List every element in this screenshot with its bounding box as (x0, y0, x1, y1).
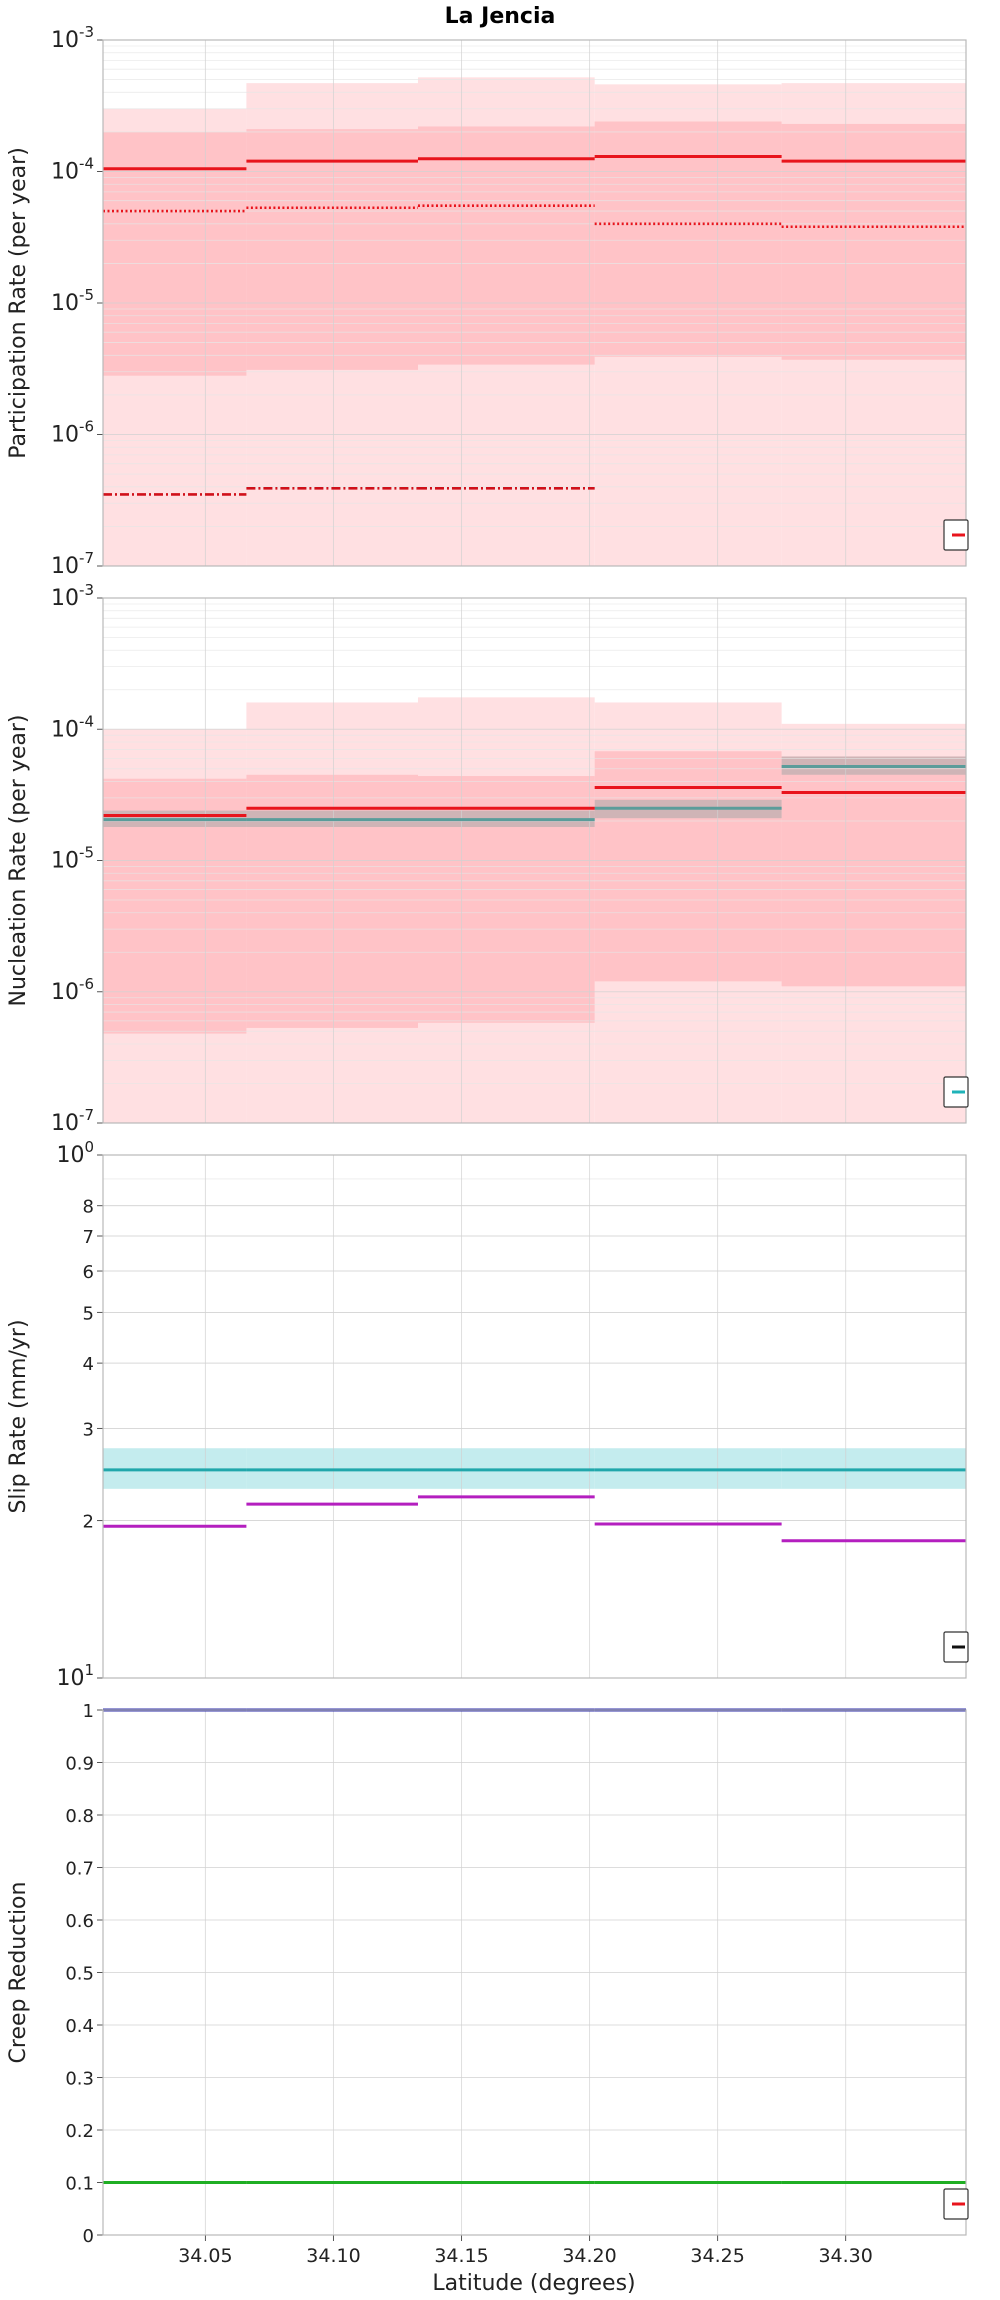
y-axis-label: Nucleation Rate (per year) (6, 715, 31, 1007)
uncertainty-band-2-segment-5 (781, 756, 966, 987)
y-tick-label: 10-5 (51, 844, 94, 874)
y-tick-exponent: -5 (79, 844, 94, 862)
figure-title: La Jencia (445, 4, 556, 29)
y-tick-label: 8 (83, 1197, 94, 1218)
y-tick-label: 1 (83, 1701, 94, 1722)
y-tick-label: 10-3 (51, 23, 94, 53)
x-tick-label: 34.20 (562, 2245, 616, 2267)
x-axis-label: Latitude (degrees) (432, 2271, 635, 2296)
uncertainty-band-2-segment-4 (594, 121, 782, 357)
y-tick-base: 10 (51, 980, 79, 1005)
y-tick-base: 10 (51, 160, 79, 185)
y-tick-label: 6 (83, 1262, 94, 1283)
chart-panel-4: 0 0.1 0.2 0.3 0.4 0.5 0.6 0.7 0.8 0.9 1 34.05 34.10 3… (6, 1701, 969, 2267)
plot-frame (102, 1709, 967, 2236)
y-tick-exponent: -6 (79, 975, 94, 993)
y-tick-base: 10 (51, 291, 79, 316)
y-tick-exponent: -3 (79, 581, 94, 599)
y-tick-label: 10-6 (51, 975, 94, 1005)
uncertainty-band-2-segment-2 (246, 129, 418, 370)
y-tick-base: 10 (51, 423, 79, 448)
x-tick-label: 34.05 (178, 2245, 232, 2267)
y-tick-label: 0.2 (65, 2121, 94, 2142)
y-tick-label: 3 (83, 1419, 94, 1440)
x-tick-label: 34.30 (818, 2245, 872, 2267)
y-tick-label: 10-4 (51, 712, 94, 742)
y-tick-exponent: 1 (84, 1661, 94, 1679)
y-tick-base: 10 (51, 586, 79, 611)
y-tick-label: 101 (56, 1661, 94, 1691)
y-axis-label: Participation Rate (per year) (6, 147, 31, 459)
y-tick-label: 0 (83, 2226, 94, 2247)
y-tick-label: 2 (83, 1512, 94, 1533)
y-tick-base: 10 (51, 28, 79, 53)
y-tick-base: 10 (51, 717, 79, 742)
plot-frame (102, 1154, 967, 1679)
y-tick-base: 10 (56, 1666, 84, 1691)
y-tick-exponent: 0 (84, 1138, 94, 1156)
y-tick-base: 10 (51, 554, 79, 579)
y-tick-exponent: -3 (79, 23, 94, 41)
y-tick-label: 0.6 (65, 1911, 94, 1932)
y-tick-exponent: -5 (79, 286, 94, 304)
y-axis-label: Creep Reduction (6, 1882, 31, 2064)
y-tick-exponent: -6 (79, 418, 94, 436)
y-tick-label: 0.4 (65, 2016, 94, 2037)
y-tick-label: 100 (56, 1138, 94, 1168)
plot-frame (102, 39, 967, 567)
x-tick-label: 34.10 (306, 2245, 360, 2267)
y-tick-label: 0.8 (65, 1806, 94, 1827)
plot-frame (102, 597, 967, 1124)
y-tick-base: 10 (51, 849, 79, 874)
y-tick-label: 0.3 (65, 2069, 94, 2090)
y-tick-label: 10-3 (51, 581, 94, 611)
uncertainty-band-2-segment-5 (781, 123, 966, 360)
y-tick-label: 7 (83, 1227, 94, 1248)
y-tick-label: 5 (83, 1303, 94, 1324)
y-tick-label: 10-4 (51, 155, 94, 185)
y-tick-exponent: -7 (79, 1106, 94, 1124)
y-tick-exponent: -4 (79, 155, 94, 173)
y-tick-label: 0.5 (65, 1964, 94, 1985)
y-tick-label: 10-7 (51, 549, 94, 579)
y-tick-label: 4 (83, 1354, 94, 1375)
x-tick-label: 34.25 (690, 2245, 744, 2267)
uncertainty-band-2-segment-1 (103, 131, 247, 376)
y-tick-exponent: -7 (79, 549, 94, 567)
y-tick-label: 0.9 (65, 1754, 94, 1775)
y-tick-base: 10 (51, 1111, 79, 1136)
y-tick-exponent: -4 (79, 712, 94, 730)
x-tick-label: 34.15 (434, 2245, 488, 2267)
y-tick-label: 0.7 (65, 1859, 94, 1880)
y-tick-label: 0.1 (65, 2174, 94, 2195)
y-tick-label: 10-7 (51, 1106, 94, 1136)
y-tick-label: 10-6 (51, 418, 94, 448)
y-tick-label: 10-5 (51, 286, 94, 316)
y-axis-label: Slip Rate (mm/yr) (6, 1319, 31, 1513)
uncertainty-band-2-segment-3 (417, 126, 595, 365)
y-tick-base: 10 (56, 1143, 84, 1168)
